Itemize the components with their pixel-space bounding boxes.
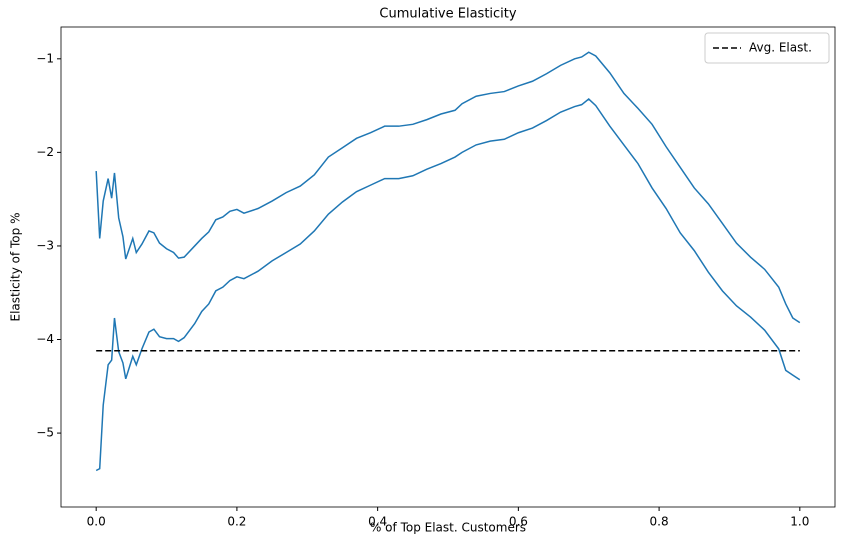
x-tick-label: 0.0 <box>87 515 106 529</box>
legend-label: Avg. Elast. <box>749 41 812 55</box>
x-tick-label: 0.2 <box>227 515 246 529</box>
y-tick-label: −2 <box>36 145 54 159</box>
y-tick-label: −1 <box>36 51 54 65</box>
y-tick-label: −5 <box>36 426 54 440</box>
chart-title: Cumulative Elasticity <box>379 7 516 22</box>
x-tick-label: 0.8 <box>650 515 669 529</box>
x-tick-label: 1.0 <box>790 515 809 529</box>
x-tick-label: 0.4 <box>368 515 387 529</box>
data-line <box>95 51 801 324</box>
x-tick-label: 0.6 <box>509 515 528 529</box>
y-tick-label: −4 <box>36 332 54 346</box>
data-line <box>95 98 801 472</box>
legend-box <box>704 32 830 64</box>
y-axis-label: Elasticity of Top % <box>9 213 23 322</box>
x-axis-label: % of Top Elast. Customers <box>370 521 526 535</box>
y-tick-label: −3 <box>36 238 54 252</box>
plot-frame <box>60 26 836 508</box>
